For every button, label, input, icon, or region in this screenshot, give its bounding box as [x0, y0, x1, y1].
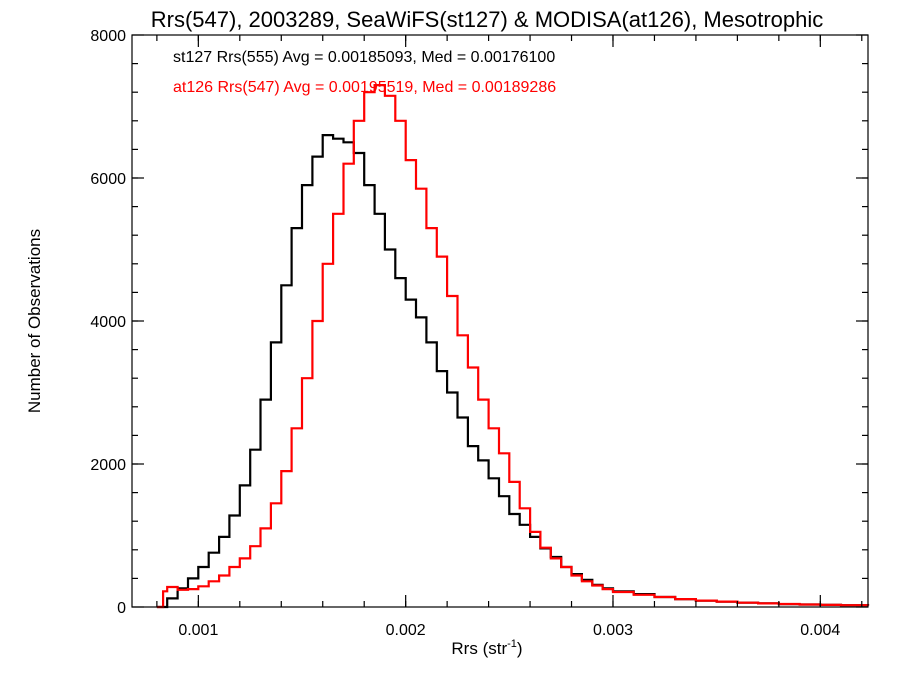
plot-series — [156, 84, 870, 609]
x-tick-label: 0.004 — [800, 622, 840, 639]
chart-title: Rrs(547), 2003289, SeaWiFS(st127) & MODI… — [151, 7, 824, 32]
axis-tick-labels: 0.001 0.002 0.003 0.004 0 2000 4000 6000 8000 — [90, 28, 840, 639]
y-tick-label: 0 — [117, 600, 126, 617]
y-tick-label: 8000 — [90, 28, 126, 45]
plot-frame — [131, 34, 869, 608]
annotation-st127: st127 Rrs(555) Avg = 0.00185093, Med = 0… — [173, 49, 555, 66]
x-axis-label-exponent: -1 — [507, 638, 517, 650]
x-tick-label: 0.003 — [593, 622, 633, 639]
x-tick-label: 0.002 — [386, 622, 426, 639]
series-line-0 — [156, 134, 870, 609]
y-axis-label: Number of Observations — [25, 229, 44, 413]
x-tick-label: 0.001 — [178, 622, 218, 639]
series-line-1 — [156, 84, 870, 609]
y-tick-label: 6000 — [90, 171, 126, 188]
y-tick-label: 4000 — [90, 314, 126, 331]
axis-ticks — [132, 34, 868, 608]
y-tick-label: 2000 — [90, 457, 126, 474]
annotation-at126: at126 Rrs(547) Avg = 0.00195519, Med = 0… — [173, 79, 556, 96]
x-axis-label: Rrs (str-1) — [451, 638, 522, 658]
x-axis-label-close: ) — [517, 639, 523, 658]
x-axis-label-main: Rrs (str — [451, 639, 507, 658]
